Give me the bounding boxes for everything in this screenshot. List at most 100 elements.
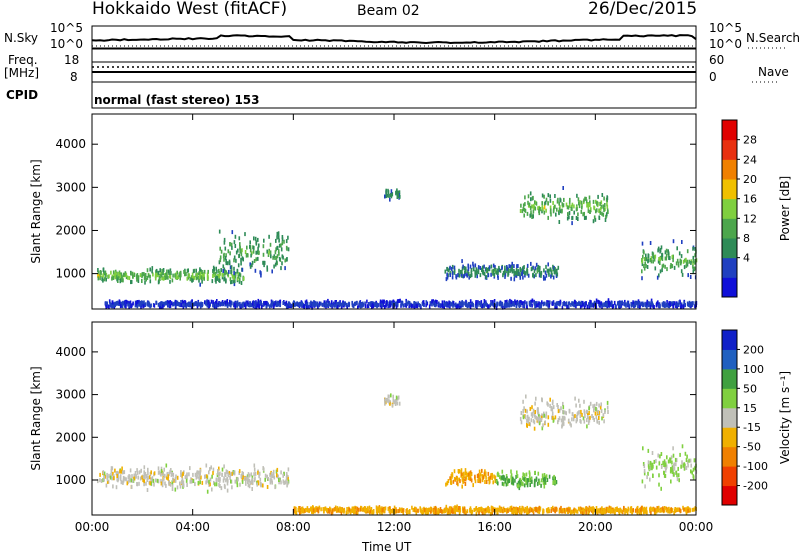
power-cell (611, 301, 613, 306)
power-cell (541, 204, 544, 209)
velocity-cell (463, 471, 465, 476)
power-cell (543, 268, 545, 273)
power-cell (280, 266, 282, 271)
power-cell (528, 302, 531, 307)
power-cell (589, 200, 591, 205)
velocity-cell (278, 477, 281, 482)
power-cell (111, 300, 114, 305)
power-cell (520, 203, 522, 208)
x-tick-label: 20:00 (578, 520, 613, 534)
velocity-cell (334, 507, 337, 511)
power-cell (557, 197, 559, 202)
power-cell (579, 302, 581, 306)
velocity-cell (198, 470, 200, 475)
power-cell (659, 261, 661, 265)
velocity-cell (391, 403, 394, 408)
power-cell (561, 209, 563, 214)
velocity-cell (593, 408, 595, 413)
power-cell (506, 299, 508, 304)
power-cell (385, 188, 387, 193)
velocity-cell (580, 409, 582, 414)
velocity-cell (574, 414, 576, 419)
velocity-cell (501, 481, 504, 486)
power-cell (387, 190, 390, 195)
power-cell (573, 204, 575, 209)
power-cell (159, 274, 161, 279)
power-cell (157, 270, 160, 275)
power-cell (645, 263, 647, 268)
power-cell (680, 261, 682, 266)
power-cell (497, 268, 499, 273)
power-cell (603, 196, 605, 201)
power-cell (176, 270, 178, 275)
power-cell (568, 215, 570, 220)
power-cell (450, 302, 452, 307)
power-cell (175, 275, 177, 280)
power-cell (683, 265, 686, 270)
velocity-cell (213, 480, 215, 485)
power-cell (494, 265, 496, 270)
power-cell (605, 302, 607, 307)
power-cell (460, 272, 463, 277)
velocity-cell (562, 508, 564, 513)
power-cell (451, 266, 453, 271)
power-cell (250, 253, 252, 258)
velocity-cell (686, 460, 689, 465)
power-cell (555, 304, 557, 309)
velocity-cell (453, 469, 456, 474)
power-cell (337, 305, 339, 310)
power-cell (475, 301, 477, 306)
power-cell (176, 302, 179, 306)
power-cell (573, 303, 576, 308)
velocity-cell (241, 479, 244, 484)
velocity-cell (394, 402, 397, 406)
velocity-cell (670, 479, 672, 484)
power-cell (230, 265, 233, 270)
velocity-cell (515, 510, 518, 514)
velocity-cell (442, 509, 444, 514)
x-tick-label: 00:00 (679, 520, 714, 534)
power-cell (661, 253, 664, 258)
power-cell (400, 302, 402, 307)
power-cell (182, 305, 185, 310)
power-cell (535, 303, 538, 308)
power-cell (474, 303, 477, 308)
velocity-cell (672, 446, 674, 451)
power-cell (195, 276, 198, 281)
velocity-cell (545, 411, 548, 416)
power-cell (530, 197, 532, 202)
power-cell (220, 302, 223, 307)
velocity-cell (237, 477, 239, 482)
power-cell (285, 239, 288, 244)
power-cell (694, 301, 697, 306)
power-cell (589, 299, 591, 304)
power-cell (598, 215, 600, 220)
velocity-cell (199, 468, 202, 473)
power-cell (585, 215, 587, 220)
velocity-cell (667, 509, 669, 514)
power-cell (272, 302, 274, 307)
power-cell (646, 301, 648, 306)
velocity-cell (562, 401, 564, 406)
power-cell (514, 300, 517, 305)
power-cell (184, 270, 186, 275)
power-cell (201, 279, 203, 284)
power-cell (555, 302, 558, 307)
power-cell (239, 302, 241, 307)
power-cell (422, 302, 425, 307)
power-cell (583, 198, 585, 203)
velocity-cell (104, 474, 106, 479)
velocity-cell (424, 510, 427, 515)
velocity-cell (274, 485, 276, 490)
velocity-cell (120, 469, 122, 474)
power-cell (238, 253, 241, 258)
velocity-cell (571, 412, 574, 417)
power-cell (559, 197, 561, 202)
velocity-cell (554, 476, 556, 481)
velocity-cell (464, 468, 467, 473)
power-cell (234, 244, 237, 248)
power-cell (679, 258, 682, 263)
power-cell (220, 249, 223, 254)
power-cell (236, 303, 239, 307)
power-cell (105, 277, 107, 282)
